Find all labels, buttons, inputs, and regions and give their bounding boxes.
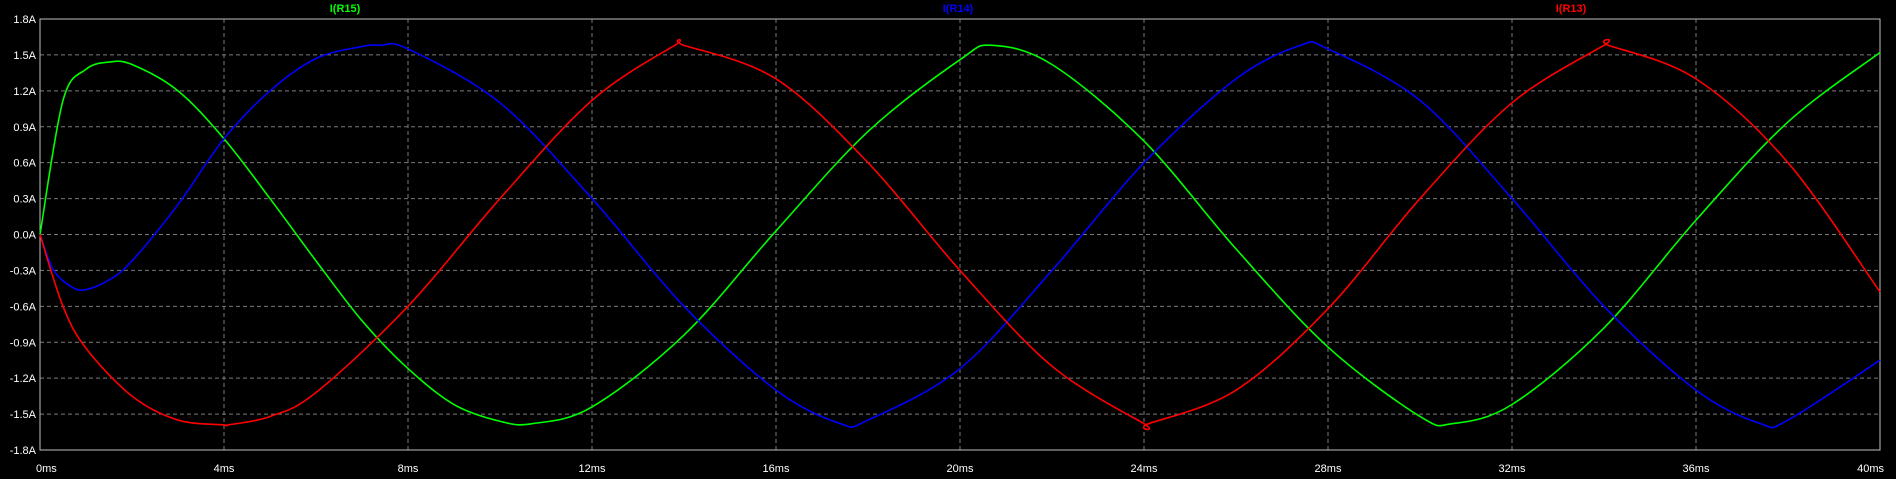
y-tick-label: 1.5A: [13, 50, 36, 62]
x-tick-label: 12ms: [579, 463, 606, 475]
trace-i-r15[interactable]: [39, 44, 1881, 427]
y-tick-label: 0.6A: [13, 158, 36, 170]
y-tick-label: -1.5A: [10, 409, 37, 421]
y-tick-label: -1.8A: [10, 445, 37, 457]
x-tick-label: 40ms: [1857, 463, 1884, 475]
y-tick-label: 0.3A: [13, 194, 36, 206]
y-tick-label: 1.2A: [13, 86, 36, 98]
y-axis-ticks: 1.8A 1.5A 1.2A 0.9A 0.6A 0.3A 0.0A -0.3A -0.6A -0…: [10, 14, 37, 457]
y-tick-label: -0.9A: [10, 337, 37, 349]
legend: I(R15) I(R14) I(R13): [330, 3, 1587, 15]
y-tick-label: -0.6A: [10, 301, 37, 313]
x-tick-label: 0ms: [36, 463, 57, 475]
y-tick-label: -0.3A: [10, 265, 37, 277]
trace-i-r13[interactable]: [39, 38, 1881, 431]
legend-label-i-r15[interactable]: I(R15): [330, 3, 361, 15]
x-tick-label: 32ms: [1499, 463, 1526, 475]
y-tick-label: -1.2A: [10, 373, 37, 385]
x-tick-label: 8ms: [398, 463, 419, 475]
x-tick-label: 4ms: [214, 463, 235, 475]
traces: [39, 38, 1881, 431]
trace-i-r14[interactable]: [39, 41, 1881, 429]
y-tick-label: 1.8A: [13, 14, 36, 26]
x-tick-label: 28ms: [1315, 463, 1342, 475]
y-tick-label: 0.9A: [13, 122, 36, 134]
legend-label-i-r13[interactable]: I(R13): [1556, 3, 1587, 15]
x-tick-label: 24ms: [1131, 463, 1158, 475]
x-axis-ticks: 0ms 4ms 8ms 12ms 16ms 20ms 24ms 28ms 32ms 36ms 40m…: [36, 463, 1884, 475]
x-tick-label: 36ms: [1683, 463, 1710, 475]
y-tick-label: 0.0A: [13, 230, 36, 242]
legend-label-i-r14[interactable]: I(R14): [943, 3, 974, 15]
x-tick-label: 20ms: [947, 463, 974, 475]
x-tick-label: 16ms: [763, 463, 790, 475]
